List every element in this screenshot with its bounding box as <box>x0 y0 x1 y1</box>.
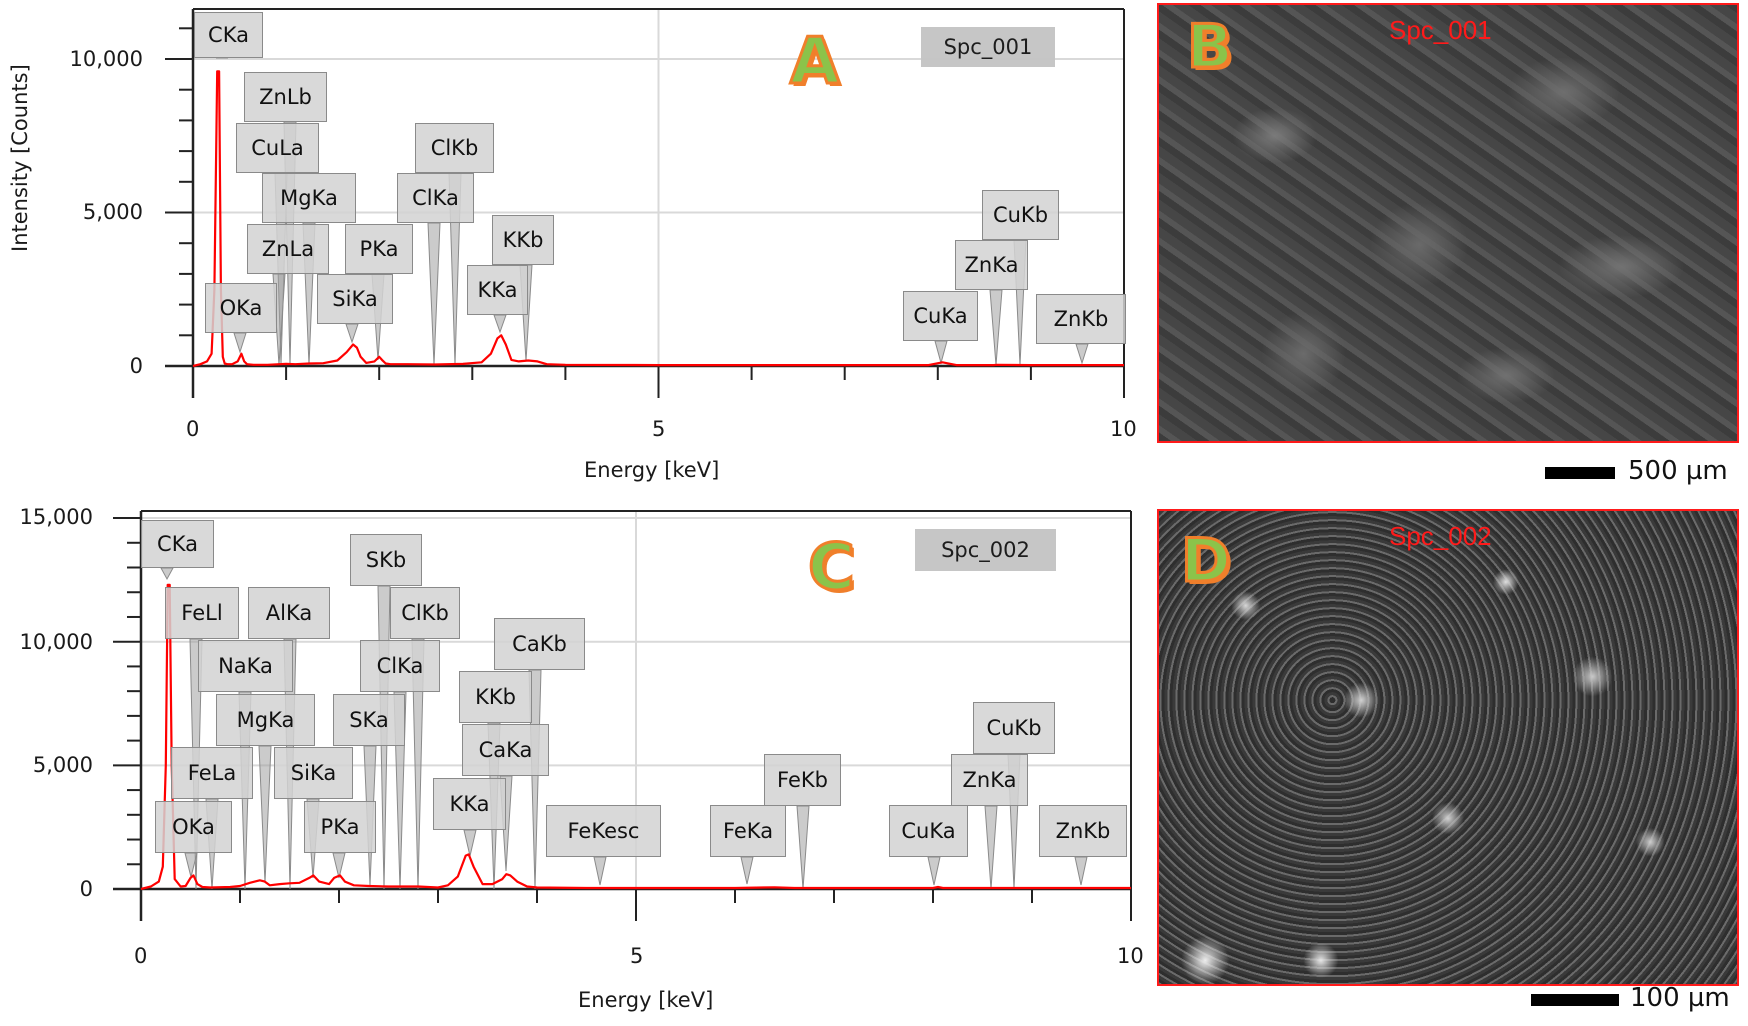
peak-label-oka: OKa <box>205 283 277 333</box>
peak-label-znla: ZnLa <box>247 224 329 274</box>
peak-label-pka: PKa <box>304 801 376 853</box>
sem-caption-b: Spc_001 <box>1389 15 1492 45</box>
scale-label-b: 500 µm <box>1628 456 1728 486</box>
x-axis-title-a: Energy [keV] <box>584 458 720 482</box>
peak-label-ska: SKa <box>333 694 405 746</box>
x-axis-title-c: Energy [keV] <box>578 988 714 1012</box>
panel-letter-a: A <box>789 25 842 99</box>
peak-label-znkb: ZnKb <box>1036 294 1126 344</box>
peak-label-clka: ClKa <box>360 640 440 692</box>
panel-letter-d: D <box>1180 526 1233 596</box>
peak-label-clka: ClKa <box>397 173 474 223</box>
peak-label-znka: ZnKa <box>955 240 1028 290</box>
panel-letter-c: C <box>807 531 857 605</box>
peak-label-kka: KKa <box>467 265 528 315</box>
sem-caption-d: Spc_002 <box>1389 521 1492 551</box>
y-tick-10000-c: 10,000 <box>19 630 93 654</box>
peak-label-kkb: KKb <box>492 215 554 265</box>
scale-label-d: 100 µm <box>1630 983 1730 1013</box>
peak-label-pka: PKa <box>345 224 413 274</box>
peak-label-mgka: MgKa <box>216 694 315 746</box>
panel-letter-b: B <box>1186 12 1235 82</box>
x-tick-10-c: 10 <box>1117 944 1144 968</box>
peak-label-cula: CuLa <box>236 123 319 173</box>
peak-label-kka: KKa <box>433 778 506 830</box>
peak-label-clkb: ClKb <box>415 123 494 173</box>
scale-bar-b <box>1545 467 1615 479</box>
x-tick-10-a: 10 <box>1110 417 1137 441</box>
peak-label-caka: CaKa <box>462 724 549 776</box>
x-tick-0-a: 0 <box>186 417 200 441</box>
sem-image-b: B Spc_001 <box>1157 3 1739 443</box>
peak-label-oka: OKa <box>155 801 232 853</box>
peak-label-sika: SiKa <box>274 747 353 799</box>
peak-label-cuka: CuKa <box>889 805 968 857</box>
peak-label-znlb: ZnLb <box>244 72 327 122</box>
y-tick-10000-a: 10,000 <box>69 47 143 71</box>
peak-label-cka: CKa <box>141 520 214 568</box>
y-tick-5000-c: 5,000 <box>32 753 93 777</box>
peak-label-fekb: FeKb <box>764 754 841 806</box>
scale-bar-d <box>1531 994 1619 1006</box>
peak-label-mgka: MgKa <box>262 173 356 223</box>
peak-label-cuka: CuKa <box>903 291 978 341</box>
y-tick-5000-a: 5,000 <box>82 200 143 224</box>
peak-label-alka: AlKa <box>248 587 330 639</box>
peak-label-cukb: CuKb <box>973 702 1055 754</box>
peak-label-clkb: ClKb <box>390 587 460 639</box>
peak-label-fell: FeLl <box>165 587 239 639</box>
peak-label-naka: NaKa <box>198 640 293 692</box>
y-tick-15000-c: 15,000 <box>19 505 93 529</box>
y-tick-0-a: 0 <box>129 354 143 378</box>
peak-label-fela: FeLa <box>171 747 253 799</box>
y-tick-0-c: 0 <box>79 877 93 901</box>
spectrum-tag-a: Spc_001 <box>921 27 1055 67</box>
spectrum-tag-c: Spc_002 <box>915 529 1056 571</box>
peak-label-cakb: CaKb <box>494 618 585 670</box>
sem-image-d: D Spc_002 <box>1157 509 1739 986</box>
peak-label-znka: ZnKa <box>951 754 1028 806</box>
peak-label-cukb: CuKb <box>982 190 1059 240</box>
x-tick-0-c: 0 <box>134 944 148 968</box>
peak-label-cka: CKa <box>194 12 263 58</box>
peak-label-znkb: ZnKb <box>1039 805 1127 857</box>
x-tick-5-c: 5 <box>630 944 644 968</box>
peak-label-fekesc: FeKesc <box>546 805 661 857</box>
peak-label-sika: SiKa <box>317 274 393 324</box>
peak-label-skb: SKb <box>350 534 422 586</box>
peak-label-kkb: KKb <box>459 671 532 723</box>
x-tick-5-a: 5 <box>652 417 666 441</box>
peak-label-feka: FeKa <box>710 805 786 857</box>
